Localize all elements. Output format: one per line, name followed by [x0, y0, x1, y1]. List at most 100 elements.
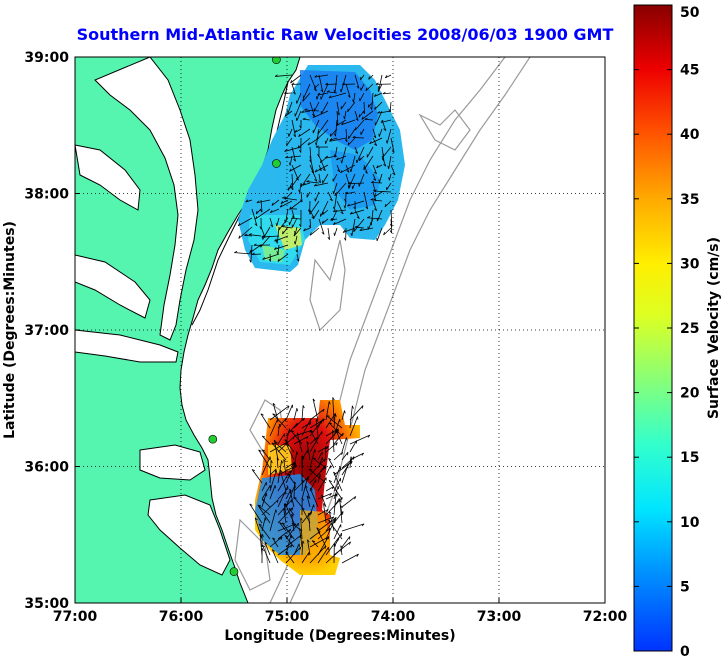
velocity-vector — [360, 128, 365, 135]
map-panel — [75, 57, 605, 603]
velocity-vector-head — [329, 133, 332, 137]
velocity-vector — [325, 517, 337, 532]
colorbar-tick-label: 35 — [680, 192, 699, 208]
velocity-vector — [283, 459, 287, 476]
velocity-vector — [309, 101, 315, 117]
velocity-vector-head — [361, 116, 364, 120]
velocity-vector — [359, 92, 365, 102]
velocity-vector — [304, 109, 320, 112]
velocity-vector — [271, 549, 279, 564]
velocity-vector-head — [286, 443, 290, 447]
velocity-vector-head — [328, 519, 332, 522]
velocity-vector — [348, 182, 365, 184]
velocity-vector-head — [260, 209, 263, 213]
velocity-vector-head — [275, 509, 277, 513]
velocity-vector — [278, 217, 289, 231]
velocity-vector-head — [248, 233, 252, 235]
velocity-vector — [365, 83, 374, 92]
y-axis-ticks: 39:00 38:00 37:00 36:00 35:00 — [24, 50, 80, 612]
velocity-vector-head — [343, 237, 347, 241]
x-tick-label: 73:00 — [477, 609, 522, 625]
velocity-vector — [277, 433, 285, 445]
velocity-vector — [314, 83, 320, 89]
velocity-vector — [372, 128, 377, 138]
velocity-vector — [324, 155, 338, 159]
velocity-vector-head — [342, 433, 344, 437]
velocity-vector — [383, 227, 392, 236]
velocity-vector — [282, 226, 289, 235]
velocity-vector-head — [289, 528, 292, 533]
velocity-vector — [333, 182, 338, 195]
velocity-vector — [272, 537, 279, 548]
velocity-vector — [296, 253, 300, 262]
velocity-vector — [353, 218, 365, 233]
velocity-vector — [368, 74, 374, 80]
velocity-vector — [317, 493, 332, 500]
velocity-vector — [378, 83, 383, 92]
velocity-vector — [328, 458, 335, 469]
velocity-vector — [317, 516, 337, 532]
velocity-vector-head — [346, 170, 350, 173]
velocity-vector-head — [299, 125, 302, 129]
velocity-vector-head — [374, 106, 376, 110]
velocity-vector — [271, 199, 280, 206]
velocity-vector-head — [290, 207, 294, 210]
velocity-vector-head — [344, 198, 347, 202]
velocity-vector-head — [299, 149, 302, 153]
velocity-vector — [277, 244, 280, 255]
velocity-vector-head — [291, 507, 294, 511]
velocity-vector-head — [315, 145, 319, 148]
velocity-vector — [313, 101, 320, 112]
velocity-vector-head — [345, 191, 349, 195]
velocity-vector-head — [255, 210, 258, 215]
velocity-vector — [326, 415, 343, 429]
velocity-vector — [327, 227, 331, 240]
velocity-vector — [285, 484, 296, 508]
velocity-vector-head — [333, 232, 335, 236]
velocity-vector — [280, 200, 293, 208]
velocity-vector-head — [346, 437, 348, 441]
velocity-vector-head — [326, 445, 329, 449]
velocity-vector-head — [272, 549, 275, 552]
velocity-vector-head — [297, 523, 299, 527]
velocity-vector-head — [294, 129, 297, 133]
velocity-vector — [277, 528, 291, 540]
velocity-vector-head — [302, 456, 305, 460]
south-velocity-field — [249, 397, 371, 575]
velocity-vector — [285, 522, 299, 540]
north-velocity-field — [234, 65, 405, 272]
velocity-vector-head — [306, 441, 310, 445]
velocity-vector-head — [237, 222, 241, 226]
velocity-vector-head — [347, 465, 349, 469]
velocity-vector — [317, 92, 329, 96]
velocity-vector — [297, 137, 311, 149]
velocity-vector-head — [281, 522, 286, 525]
velocity-vector-head — [274, 439, 277, 443]
velocity-vector — [390, 164, 396, 176]
velocity-vector — [364, 118, 374, 121]
velocity-vector — [349, 440, 357, 453]
velocity-vector — [276, 217, 280, 227]
velocity-vector — [309, 436, 319, 445]
velocity-vector — [290, 74, 302, 84]
velocity-vector — [274, 235, 289, 242]
velocity-vector-head — [292, 436, 295, 440]
velocity-vector — [277, 486, 289, 508]
velocity-vector-head — [279, 423, 282, 428]
velocity-vector — [293, 408, 298, 421]
velocity-vector — [372, 200, 377, 211]
velocity-vector — [293, 417, 305, 429]
velocity-vector-head — [261, 547, 264, 551]
colorbar-tick-label: 15 — [680, 450, 699, 466]
velocity-vector — [294, 226, 298, 235]
velocity-vector-head — [325, 82, 329, 85]
velocity-vector — [244, 234, 253, 237]
velocity-vector — [248, 234, 262, 237]
velocity-vector-head — [320, 89, 324, 93]
velocity-vector-head — [294, 481, 297, 485]
velocity-vector-head — [302, 182, 306, 186]
velocity-vector-head — [374, 143, 377, 146]
velocity-vector — [317, 445, 329, 453]
velocity-vector — [329, 137, 347, 142]
